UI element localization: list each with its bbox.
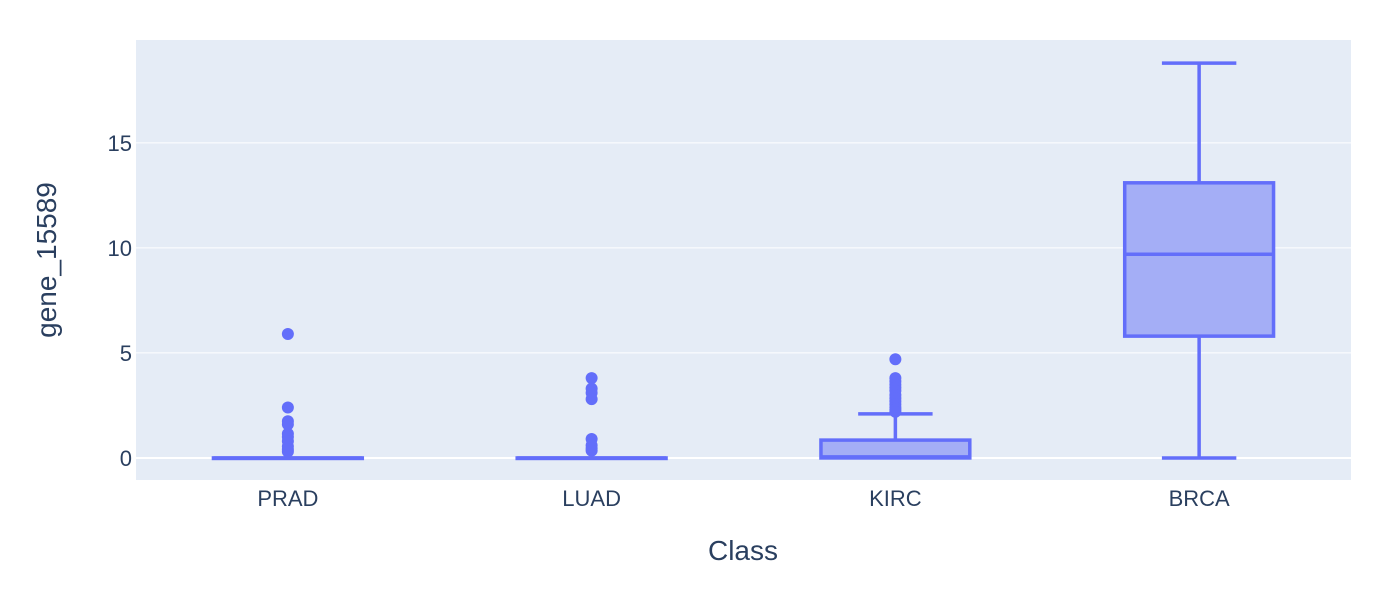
x-tick-labels: PRAD LUAD KIRC BRCA: [257, 486, 1230, 511]
y-tick-label: 5: [120, 341, 132, 366]
x-axis-title: Class: [708, 535, 778, 566]
box-luad: [515, 372, 668, 461]
outlier-point: [281, 328, 294, 341]
y-tick-label: 0: [120, 446, 132, 471]
box-prad: [211, 328, 365, 461]
outlier-point: [585, 372, 598, 385]
boxes: [211, 61, 1276, 461]
x-tick-label: BRCA: [1169, 486, 1230, 511]
outlier-point: [585, 393, 598, 406]
outlier-point: [585, 444, 598, 457]
outlier-point: [281, 445, 294, 458]
y-axis-title: gene_15589: [31, 182, 62, 338]
box-brca: [1122, 61, 1276, 460]
outlier-point: [281, 401, 294, 414]
outlier-point: [889, 405, 902, 418]
outlier-point: [889, 353, 902, 366]
y-tick-labels: 0 5 10 15: [108, 131, 132, 471]
y-tick-label: 15: [108, 131, 132, 156]
x-tick-label: LUAD: [562, 486, 621, 511]
outlier-point: [281, 418, 294, 431]
x-tick-label: KIRC: [869, 486, 922, 511]
box-iqr: [1122, 181, 1276, 338]
x-tick-label: PRAD: [257, 486, 318, 511]
box-kirc: [819, 353, 972, 460]
y-tick-label: 10: [108, 236, 132, 261]
